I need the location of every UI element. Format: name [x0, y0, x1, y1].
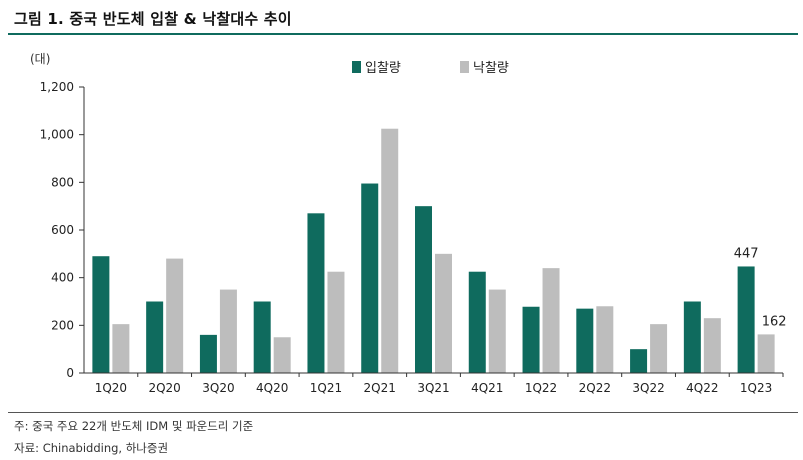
y-tick-label: 0	[66, 366, 74, 380]
bars	[92, 128, 775, 373]
x-tick-label: 1Q22	[525, 381, 557, 395]
award-bar-2q21	[381, 128, 399, 373]
legend-swatch	[460, 61, 469, 73]
x-tick-label: 3Q22	[632, 381, 664, 395]
bid-bar-2q22	[576, 308, 594, 373]
notes-rule	[8, 412, 798, 413]
legend-label: 입찰량	[365, 61, 401, 76]
legend-swatch	[352, 61, 361, 73]
award-bar-2q20	[166, 258, 184, 373]
award-bar-1q20	[112, 324, 130, 373]
award-bar-3q20	[219, 289, 237, 373]
bid-bar-3q22	[630, 349, 648, 373]
award-bar-4q20	[273, 337, 291, 373]
bid-bar-2q21	[361, 183, 379, 373]
x-tick-label: 4Q22	[686, 381, 718, 395]
x-tick-label: 2Q21	[364, 381, 396, 395]
y-tick-label: 1,000	[40, 128, 74, 142]
legend: 입찰량 낙찰량	[352, 61, 509, 76]
bid-bar-1q22	[522, 306, 540, 373]
award-bar-4q21	[488, 289, 506, 373]
x-tick-label: 4Q20	[256, 381, 288, 395]
x-tick-label: 2Q20	[148, 381, 180, 395]
y-tick-label: 600	[51, 223, 74, 237]
y-axis: 0 200 400 600 800 1,000 1,200	[40, 80, 85, 380]
bid-bar-1q20	[92, 256, 110, 373]
legend-label: 낙찰량	[473, 61, 509, 76]
y-tick-label: 1,200	[40, 80, 74, 94]
bid-bar-4q22	[683, 301, 701, 373]
figure-title: 그림 1. 중국 반도체 입찰 & 낙찰대수 추이	[14, 10, 292, 28]
bar-chart: (대) 입찰량 낙찰량 0 200 400 600 800 1,000 1,200 1Q20 2…	[30, 52, 787, 395]
footnote: 주: 중국 주요 22개 반도체 IDM 및 파운드리 기준	[14, 419, 254, 433]
x-tick-label: 1Q20	[95, 381, 127, 395]
x-axis: 1Q20 2Q20 3Q20 4Q20 1Q21 2Q21 3Q21 4Q21 1Q22 2Q22…	[84, 372, 784, 395]
y-axis-unit-label: (대)	[30, 52, 50, 66]
data-label: 447	[734, 246, 759, 261]
x-tick-label: 4Q21	[471, 381, 503, 395]
x-tick-label: 3Q20	[202, 381, 234, 395]
annotations: 447 162	[734, 246, 787, 329]
bid-bar-4q21	[468, 271, 486, 373]
y-tick-label: 800	[51, 175, 74, 189]
y-tick-label: 400	[51, 271, 74, 285]
x-tick-label: 3Q21	[417, 381, 449, 395]
award-bar-4q22	[703, 318, 721, 373]
source-note: 자료: Chinabidding, 하나증권	[14, 441, 169, 455]
bid-bar-4q20	[253, 301, 271, 373]
award-bar-1q21	[327, 271, 345, 373]
x-tick-label: 1Q21	[310, 381, 342, 395]
bid-bar-1q21	[307, 213, 325, 373]
award-bar-2q22	[596, 306, 614, 373]
bid-bar-1q23	[737, 266, 755, 373]
award-bar-3q22	[650, 324, 668, 373]
bid-bar-3q21	[415, 206, 432, 373]
award-bar-3q21	[435, 253, 452, 373]
data-label: 162	[762, 314, 787, 329]
award-bar-1q23	[757, 334, 775, 373]
y-tick-label: 200	[51, 318, 74, 332]
bid-bar-2q20	[146, 301, 164, 373]
title-rule	[8, 33, 798, 35]
x-tick-label: 1Q23	[740, 381, 772, 395]
award-bar-1q22	[542, 268, 560, 373]
bid-bar-3q20	[199, 334, 217, 373]
x-tick-label: 2Q22	[579, 381, 611, 395]
